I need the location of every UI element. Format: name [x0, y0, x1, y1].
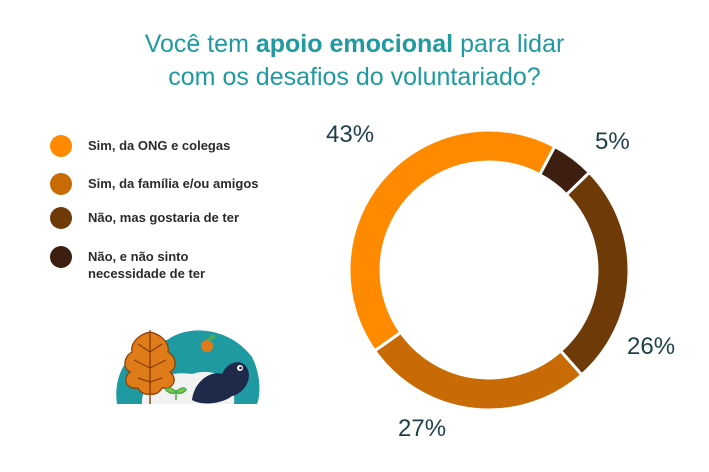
sprout-icon [165, 387, 187, 400]
legend-item-2: Sim, da família e/ou amigos [50, 173, 259, 195]
legend-label-4: Não, e não sinto necessidade de ter [88, 249, 206, 281]
title-part1: Você tem [144, 30, 256, 58]
title-bold: apoio emocional [255, 30, 454, 58]
bird-pupil [239, 366, 242, 370]
donut-slice-2 [372, 330, 584, 412]
legend-swatch-4 [50, 246, 72, 268]
donut-slice-3 [558, 170, 631, 377]
data-label-slice-3: 26% [627, 333, 676, 360]
fruit-leaf [207, 334, 216, 341]
legend-swatch-3 [50, 207, 72, 229]
fruit-icon [201, 340, 213, 352]
donut-slice-1 [347, 128, 557, 353]
data-label-slice-2: 27% [398, 415, 447, 442]
legend-label-2: Sim, da família e/ou amigos [88, 176, 259, 191]
volunteer-leaves-illustration [116, 330, 260, 404]
legend-item-4: Não, e não sinto necessidade de ter [50, 246, 205, 282]
chart-title: Você tem apoio emocional para lidar com … [0, 28, 709, 94]
title-line2: com os desafios do voluntariado? [168, 63, 541, 91]
legend-swatch-2 [50, 173, 72, 195]
data-label-slice-4: 5% [595, 128, 630, 155]
data-label-slice-1: 43% [326, 121, 375, 148]
legend-label-1: Sim, da ONG e colegas [88, 138, 231, 153]
legend-label-3: Não, mas gostaria de ter [88, 210, 239, 225]
leaf-vein [133, 330, 167, 404]
title-part2: para lidar [453, 30, 565, 58]
legend-swatch-1 [50, 135, 72, 157]
legend-item-3: Não, mas gostaria de ter [50, 207, 239, 229]
legend-item-1: Sim, da ONG e colegas [50, 135, 230, 157]
bird-shape [192, 362, 249, 404]
